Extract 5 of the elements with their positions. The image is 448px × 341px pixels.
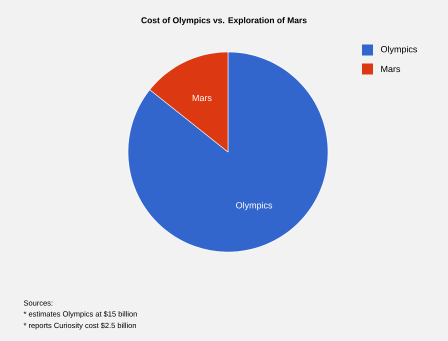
legend-label: Olympics bbox=[380, 46, 418, 54]
slice-label: Olympics bbox=[236, 202, 272, 210]
legend-label: Mars bbox=[381, 66, 400, 72]
chart-title: Cost of Olympics vs. Exploration of Mars bbox=[141, 17, 307, 25]
slice-label: Mars bbox=[192, 94, 212, 102]
